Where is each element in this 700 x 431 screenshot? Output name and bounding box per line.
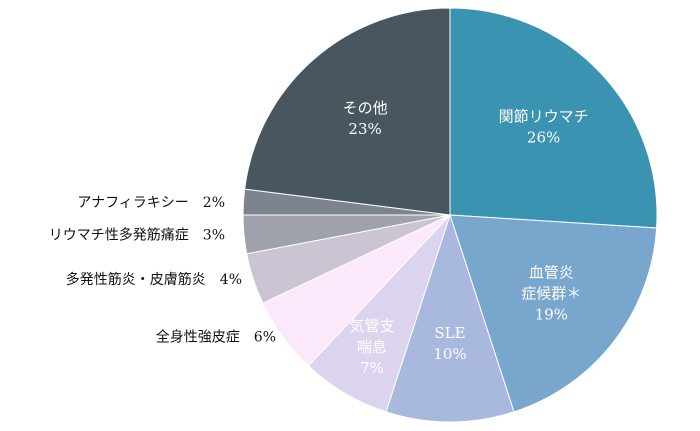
slice-label: 血管炎症候群＊ 19% — [521, 264, 581, 324]
slice-label: 関節リウマチ 26% — [499, 108, 589, 147]
slice-label: 全身性強皮症 6% — [156, 329, 276, 346]
slice-label: 多発性筋炎・皮膚筋炎 4% — [66, 271, 242, 288]
slice-label: その他 23% — [343, 99, 388, 138]
pie-slices — [242, 7, 658, 423]
pie-slice — [449, 7, 658, 229]
slice-label: 気管支喘息 7% — [349, 317, 394, 377]
pie-slice — [385, 213, 515, 423]
slice-label: アナフィラキシー 2% — [77, 195, 225, 211]
slice-label: SLE 10% — [433, 324, 466, 363]
slice-label: リウマチ性多発筋痛症 3% — [49, 227, 225, 244]
pie-slice — [244, 7, 451, 216]
pie-labels: 関節リウマチ 26% 血管炎症候群＊ 19% SLE 10% 気管支喘息 7% 全身性強皮症 6… — [49, 99, 589, 377]
pie-slice — [449, 214, 658, 413]
